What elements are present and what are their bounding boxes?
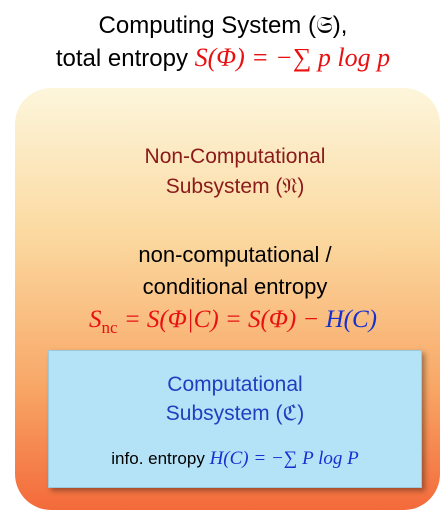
inner-name-2: Subsystem (ℭ) bbox=[165, 402, 305, 425]
title-line2: total entropy S(Φ) = −∑ p log p bbox=[0, 43, 446, 73]
inner-name-1: Computational bbox=[167, 373, 303, 396]
formula-subscript: nc bbox=[101, 318, 118, 337]
title-formula: S(Φ) = −∑ p log p bbox=[194, 43, 391, 72]
inner-desc: info. entropy H(C) = −∑ P log P bbox=[12, 448, 446, 470]
formula-middle: = S(Φ|C) = S(Φ) − bbox=[117, 306, 326, 333]
title-text: total entropy bbox=[55, 45, 188, 72]
inner-box bbox=[48, 350, 422, 488]
inner-desc-formula: H(C) = −∑ P log P bbox=[209, 448, 359, 469]
outer-name-2: Subsystem (𝔑) bbox=[165, 175, 305, 198]
outer-formula: Snc = S(Φ|C) = S(Φ) − H(C) bbox=[10, 306, 446, 338]
outer-desc-1: non-computational / bbox=[138, 242, 332, 267]
title-line1: Computing System (𝔖), bbox=[98, 12, 348, 39]
inner-desc-text: info. entropy bbox=[111, 449, 205, 468]
formula-symbol: S bbox=[89, 306, 102, 333]
outer-name-1: Non-Computational bbox=[144, 145, 326, 168]
outer-desc-2: conditional entropy bbox=[142, 274, 328, 299]
formula-end: H(C) bbox=[325, 306, 377, 333]
